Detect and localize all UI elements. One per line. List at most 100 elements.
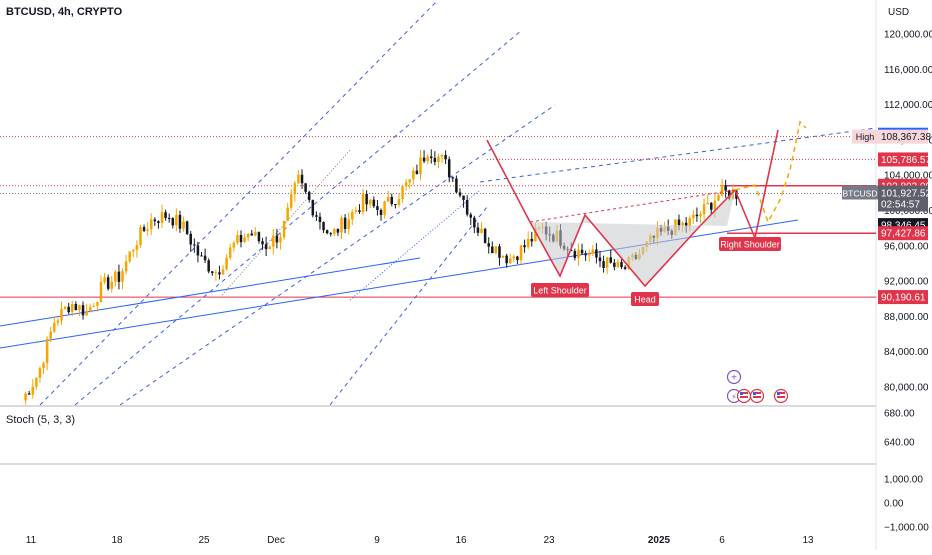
fib-dotted-line (349, 189, 481, 301)
candle-body (455, 178, 458, 193)
candle-body (250, 233, 254, 236)
candle-body (702, 204, 706, 215)
candle-body (92, 305, 96, 307)
high-tag-label: High (856, 132, 875, 142)
time-tick-label: Dec (267, 535, 285, 546)
candle-body (117, 271, 121, 282)
candle-body (60, 308, 63, 321)
flag-stripe (753, 392, 761, 394)
last-price-value: 101,927.52 (881, 188, 931, 199)
indicator-tick-label: −1,000.00 (884, 523, 929, 534)
candle-body (27, 393, 31, 395)
currency-label[interactable]: USD (888, 7, 910, 18)
candle-body (505, 255, 508, 264)
candle-body (727, 190, 731, 199)
candle-body (146, 229, 149, 231)
candle-body (379, 210, 383, 215)
candle-body (67, 306, 70, 313)
candle-body (419, 157, 422, 174)
candle-body (225, 257, 228, 270)
candle-body (598, 257, 602, 262)
candle-body (203, 255, 207, 261)
candle-body (103, 277, 106, 283)
projection-path (734, 120, 807, 224)
candle-body (96, 302, 99, 306)
candle-body (214, 272, 218, 274)
candle-body (297, 174, 300, 184)
candle-body (38, 368, 42, 378)
candle-body (620, 261, 623, 268)
candle-body (408, 179, 411, 183)
candle-body (71, 304, 74, 313)
candle-body (516, 256, 519, 261)
candle-body (498, 246, 501, 258)
symbol-tag-bg (842, 185, 878, 200)
candle-body (580, 249, 584, 254)
candle-body (415, 170, 419, 174)
plus-event-icon[interactable] (726, 369, 742, 385)
time-tick-label: 13 (802, 535, 814, 546)
candle-body (512, 256, 516, 259)
candle-body (480, 228, 483, 233)
candle-body (182, 221, 185, 229)
price-tag: 97,427.86 (881, 229, 926, 240)
candle-body (121, 271, 124, 282)
flag-canton (753, 392, 756, 395)
candle-body (106, 277, 110, 289)
candle-body (336, 229, 340, 233)
candle-body (386, 196, 390, 202)
lightning-glyph: ⚡ (731, 393, 737, 402)
inner-channel-line (329, 206, 488, 406)
candle-body (189, 233, 192, 245)
candle-body (684, 222, 688, 226)
candle-body (465, 199, 469, 215)
candle-body (63, 306, 67, 309)
flag-stripe (777, 392, 785, 394)
price-tick-label: 116,000.00 (884, 65, 932, 76)
candle-body (713, 200, 717, 210)
candle-body (35, 377, 38, 387)
candle-body (444, 154, 447, 160)
candle-body (228, 247, 232, 258)
upper-trend-dashed (479, 127, 877, 183)
candle-body (519, 245, 523, 261)
candle-body (591, 249, 595, 254)
symbol-title: BTCUSD, 4h, CRYPTO (6, 6, 123, 18)
candle-body (347, 219, 350, 229)
candle-body (695, 214, 699, 217)
candle-body (200, 255, 203, 257)
candle-body (311, 200, 315, 216)
candle-body (322, 222, 325, 231)
candle-body (616, 261, 620, 267)
candle-body (613, 262, 616, 267)
candle-body (164, 212, 167, 218)
price-tick-label: 92,000.00 (884, 277, 929, 288)
channel-line-lower (119, 104, 556, 406)
candle-body (142, 227, 146, 231)
candle-body (365, 193, 368, 205)
candle-body (422, 157, 426, 162)
candle-body (167, 217, 171, 219)
candle-body (149, 219, 153, 230)
candle-body (135, 244, 139, 251)
candle-body (110, 281, 114, 289)
candle-body (469, 214, 473, 218)
head-shoulders-outline (486, 129, 779, 288)
candle-body (447, 159, 451, 178)
stoch-indicator-label[interactable]: Stoch (5, 3, 3) (6, 414, 76, 426)
candle-body (333, 229, 336, 234)
indicator-tick-label: 680.00 (884, 409, 915, 420)
candle-body (358, 210, 361, 213)
candle-body (584, 253, 587, 256)
candle-body (361, 193, 365, 213)
candle-body (426, 156, 429, 162)
candle-body (394, 203, 397, 205)
candle-body (139, 227, 142, 245)
candle-body (254, 232, 257, 236)
candle-body (368, 199, 372, 205)
candle-body (221, 269, 225, 275)
candle-body (175, 214, 178, 226)
pattern-fill (530, 190, 735, 286)
